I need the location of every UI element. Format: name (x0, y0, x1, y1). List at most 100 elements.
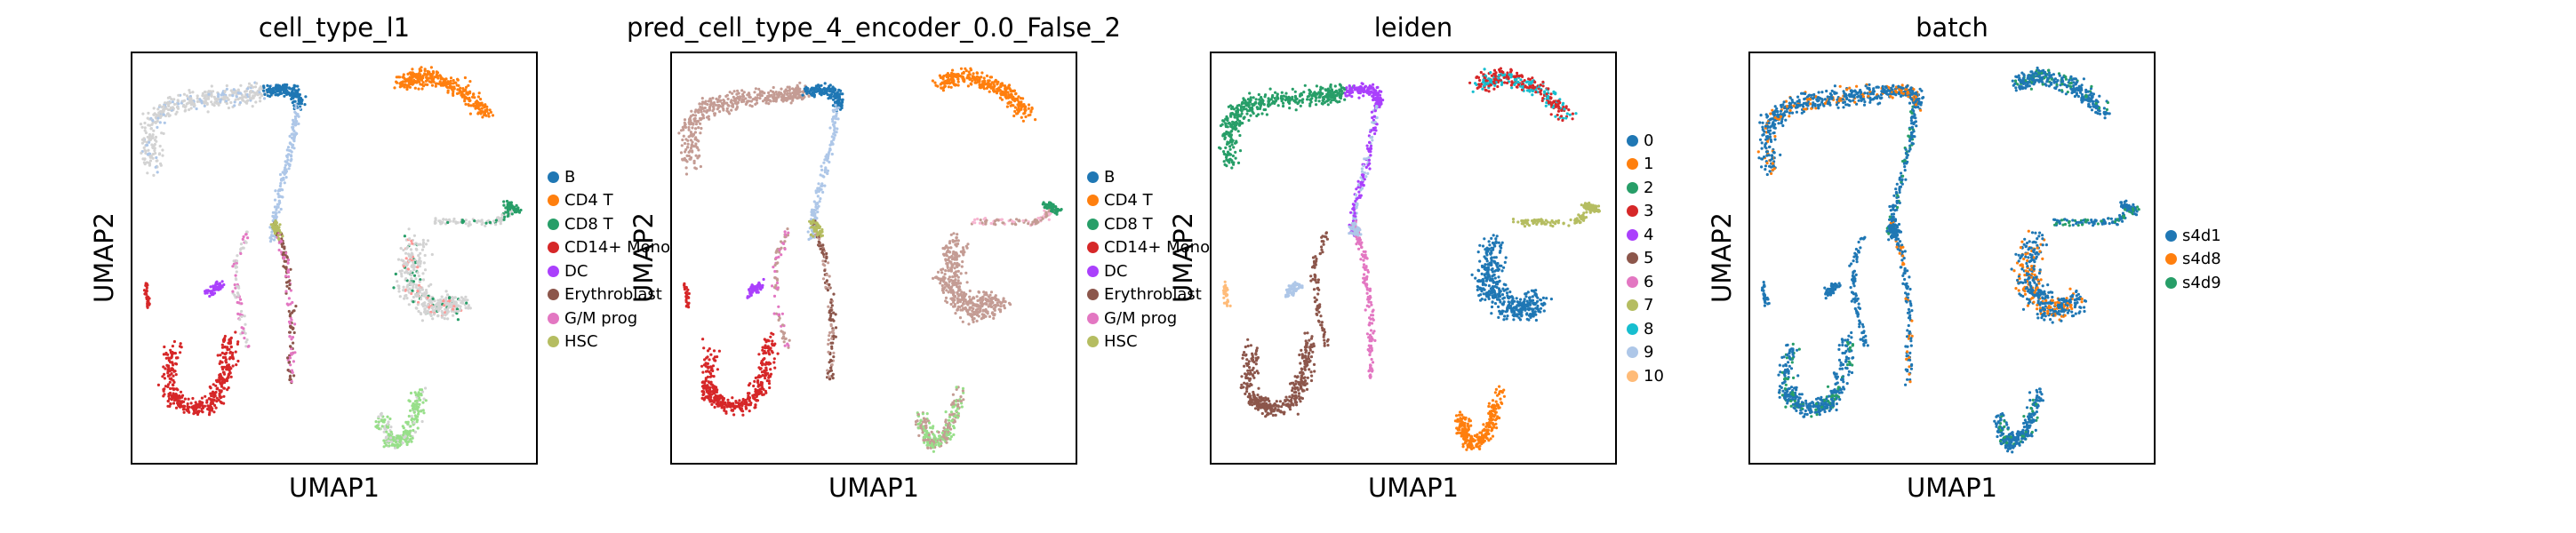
scatter-point (380, 418, 383, 423)
scatter-point (434, 84, 437, 88)
scatter-point (950, 297, 955, 300)
scatter-point (765, 379, 769, 383)
scatter-point (226, 388, 229, 392)
scatter-point (983, 293, 987, 297)
scatter-point (436, 305, 440, 308)
scatter-point (419, 73, 422, 76)
scatter-point (941, 77, 945, 81)
scatter-point (289, 324, 292, 328)
scatter-point (415, 73, 419, 76)
scatter-point (287, 167, 291, 171)
scatter-point (223, 355, 228, 359)
scatter-point (828, 285, 831, 290)
scatter-point (999, 218, 1003, 221)
scatter-point (682, 134, 685, 138)
scatter-point (687, 125, 691, 130)
scatter-point (220, 351, 224, 354)
scatter-point (417, 274, 420, 278)
scatter-point (985, 83, 988, 86)
scatter-point (212, 104, 216, 107)
scatter-point (824, 166, 828, 170)
scatter-point (702, 346, 706, 350)
scatter-point (260, 94, 264, 98)
scatter-point (222, 365, 226, 369)
scatter-point (147, 148, 150, 152)
scatter-point (148, 132, 152, 137)
scatter-point (210, 406, 213, 410)
scatter-point (1016, 99, 1020, 102)
scatter-point (761, 283, 764, 287)
scatter-point (827, 342, 830, 346)
scatter-point (454, 220, 458, 224)
scatter-point (825, 255, 828, 259)
scatter-point (689, 139, 692, 142)
scatter-point (200, 101, 204, 105)
scatter-point (152, 173, 156, 177)
scatter-point (233, 283, 236, 287)
scatter-point (942, 74, 946, 78)
scatter-point (969, 68, 973, 72)
scatter-point (749, 99, 753, 103)
scatter-point (166, 400, 170, 403)
scatter-point (952, 433, 956, 436)
scatter-point (164, 107, 168, 110)
scatter-point (423, 253, 427, 258)
scatter-point (687, 128, 691, 131)
scatter-point (961, 260, 964, 264)
scatter-point (819, 244, 822, 248)
scatter-point (144, 151, 148, 155)
scatter-point (147, 111, 150, 115)
scatter-point (755, 99, 758, 102)
scatter-point (765, 99, 769, 102)
scatter-point (836, 106, 840, 109)
scatter-point (220, 402, 223, 405)
scatter-point (748, 96, 752, 99)
scatter-point (956, 80, 960, 84)
scatter-point (221, 378, 225, 382)
scatter-point (424, 289, 428, 292)
scatter-point (273, 232, 276, 235)
scatter-point (498, 219, 501, 222)
scatter-point (694, 142, 698, 146)
scatter-point (158, 115, 163, 119)
scatter-point (149, 127, 153, 131)
scatter-point (403, 297, 406, 300)
scatter-point (449, 76, 453, 80)
scatter-point (205, 401, 209, 404)
scatter-point (707, 99, 710, 103)
scatter-point (236, 359, 240, 363)
scatter-point (837, 94, 841, 98)
scatter-point (812, 91, 816, 94)
scatter-point (178, 400, 181, 403)
scatter-point (741, 397, 745, 402)
scatter-point (206, 110, 210, 114)
scatter-point (992, 306, 996, 311)
scatter-point (154, 139, 157, 142)
scatter-point (283, 245, 286, 249)
scatter-point (297, 88, 300, 91)
scatter-point (468, 221, 471, 226)
scatter-point (812, 93, 816, 97)
scatter-point (402, 265, 405, 268)
scatter-point (824, 285, 828, 289)
scatter-point (716, 106, 720, 109)
scatter-point (958, 300, 962, 304)
scatter-plot (677, 67, 1063, 453)
scatter-point (193, 411, 197, 415)
scatter-point (455, 307, 460, 311)
scatter-point (738, 98, 741, 101)
scatter-point (686, 142, 690, 146)
scatter-point (825, 90, 828, 93)
scatter-point (428, 306, 431, 309)
scatter-point (960, 294, 964, 298)
scatter-point (772, 85, 775, 90)
scatter-point (393, 443, 396, 447)
scatter-point (818, 225, 822, 228)
scatter-point (254, 91, 258, 95)
scatter-point (949, 74, 954, 77)
scatter-point (417, 87, 420, 91)
scatter-point (444, 296, 448, 299)
scatter-point (168, 393, 172, 397)
cluster-points (932, 232, 1012, 326)
scatter-point (982, 83, 986, 86)
